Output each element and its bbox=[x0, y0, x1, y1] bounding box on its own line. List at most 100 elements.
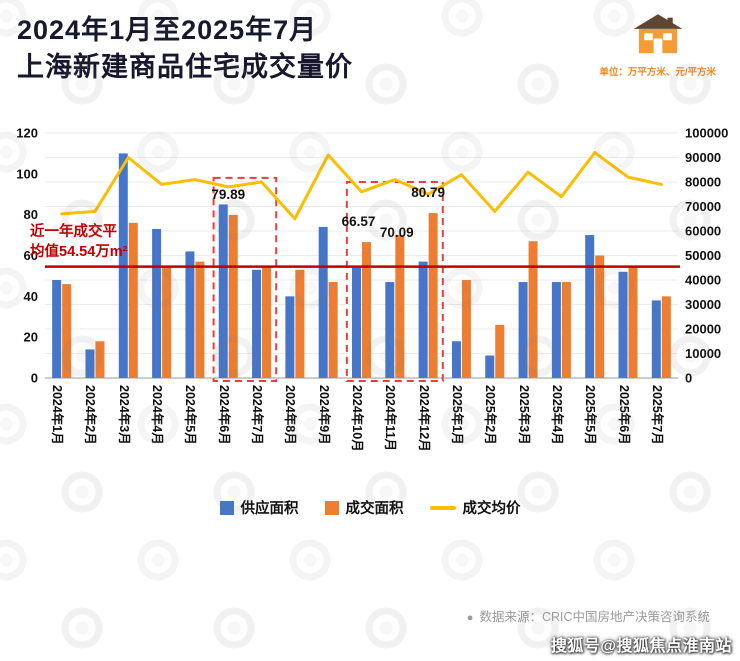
bar-supply bbox=[651, 300, 661, 378]
page-title: 2024年1月至2025年7月 上海新建商品住宅成交量价 bbox=[17, 12, 353, 86]
highlight-box bbox=[345, 181, 444, 382]
data-label: 80.79 bbox=[411, 185, 445, 200]
price-line bbox=[60, 151, 663, 221]
bar-transaction bbox=[395, 234, 405, 378]
right-axis-tick: 80000 bbox=[685, 175, 721, 190]
bar-supply bbox=[252, 269, 262, 378]
left-axis-tick: 100 bbox=[16, 166, 38, 181]
x-axis-label: 2024年6月 bbox=[216, 385, 231, 445]
bar-supply bbox=[551, 282, 561, 378]
sohu-watermark: 搜狐号@搜狐焦点淮南站 bbox=[550, 638, 732, 655]
avg-annotation-line-1: 近一年成交平 bbox=[30, 224, 117, 240]
bar-transaction bbox=[328, 282, 338, 378]
bar-supply bbox=[618, 271, 628, 378]
source-text: 数据来源：CRIC中国房地产决策咨询系统 bbox=[479, 610, 710, 624]
legend-line-marker-icon bbox=[429, 505, 456, 510]
right-axis-tick: 50000 bbox=[685, 248, 721, 263]
x-axis-label: 2025年5月 bbox=[583, 385, 598, 445]
x-axis-label: 2024年4月 bbox=[150, 385, 165, 445]
right-axis-tick: 20000 bbox=[685, 322, 721, 337]
legend-item-area: 成交面积 bbox=[324, 497, 404, 518]
avg-annotation: 近一年成交平 均值54.54万m² bbox=[30, 222, 128, 262]
legend-label: 供应面积 bbox=[240, 501, 299, 517]
bar-transaction bbox=[428, 213, 438, 378]
x-axis-label: 2025年3月 bbox=[516, 385, 531, 445]
avg-annotation-line-2: 均值54.54万m² bbox=[30, 244, 128, 260]
bar-transaction bbox=[228, 214, 238, 378]
unit-note: 单位：万平方米、元/平方米 bbox=[599, 67, 716, 78]
legend-square-marker-icon bbox=[219, 500, 234, 515]
left-axis-tick: 80 bbox=[24, 207, 38, 222]
right-axis-tick: 40000 bbox=[685, 273, 721, 288]
bar-transaction bbox=[362, 242, 371, 378]
bar-supply bbox=[352, 267, 361, 378]
left-axis-tick: 120 bbox=[16, 126, 38, 141]
bar-supply bbox=[585, 235, 595, 378]
bar-supply bbox=[52, 280, 62, 378]
right-axis-tick: 30000 bbox=[685, 297, 721, 312]
x-axis-label: 2024年8月 bbox=[283, 385, 298, 445]
data-source: ● 数据来源：CRIC中国房地产决策咨询系统 bbox=[467, 606, 710, 625]
bar-supply bbox=[518, 282, 528, 378]
house-logo-icon bbox=[633, 14, 682, 54]
right-axis-tick: 90000 bbox=[685, 150, 721, 165]
bar-supply bbox=[152, 228, 162, 378]
title-line-1: 2024年1月至2025年7月 bbox=[17, 15, 318, 45]
legend-label: 成交均价 bbox=[462, 501, 521, 517]
bar-transaction bbox=[195, 261, 205, 378]
x-axis-label: 2025年1月 bbox=[449, 385, 464, 445]
x-axis-label: 2024年3月 bbox=[116, 385, 131, 445]
right-axis-tick: 100000 bbox=[685, 126, 728, 141]
legend-item-price: 成交均价 bbox=[429, 497, 521, 518]
legend-square-marker-icon bbox=[324, 500, 339, 515]
bar-transaction bbox=[128, 222, 138, 378]
bar-transaction bbox=[162, 265, 172, 378]
bar-supply bbox=[451, 341, 461, 378]
x-axis-label: 2025年6月 bbox=[616, 385, 631, 445]
bar-transaction bbox=[528, 241, 538, 378]
x-axis-label: 2024年9月 bbox=[316, 385, 331, 445]
x-axis-label: 2024年11月 bbox=[383, 385, 398, 452]
x-axis-label: 2025年2月 bbox=[483, 385, 498, 445]
legend-item-area: 供应面积 bbox=[219, 497, 299, 518]
x-axis-label: 2024年5月 bbox=[183, 385, 198, 445]
bar-supply bbox=[85, 349, 95, 378]
bar-transaction bbox=[628, 265, 638, 378]
left-axis-tick: 20 bbox=[24, 330, 38, 345]
bar-transaction bbox=[595, 255, 605, 378]
right-axis-tick: 60000 bbox=[685, 224, 721, 239]
x-axis-label: 2024年12月 bbox=[416, 385, 431, 452]
left-axis-tick: 40 bbox=[24, 289, 38, 304]
left-axis-tick: 0 bbox=[31, 371, 38, 386]
x-axis-label: 2024年10月 bbox=[350, 385, 364, 452]
x-axis-label: 2025年4月 bbox=[549, 385, 564, 445]
legend-label: 成交面积 bbox=[345, 501, 404, 517]
bar-supply bbox=[218, 204, 228, 378]
right-axis-tick: 0 bbox=[685, 371, 692, 386]
bar-supply bbox=[385, 282, 395, 378]
bar-transaction bbox=[95, 341, 105, 378]
data-label: 79.89 bbox=[211, 187, 245, 202]
data-label: 70.09 bbox=[380, 225, 414, 240]
bar-supply bbox=[185, 251, 195, 378]
x-axis-label: 2024年7月 bbox=[250, 385, 265, 445]
bar-supply bbox=[318, 226, 328, 378]
bar-transaction bbox=[262, 267, 272, 378]
bar-supply bbox=[485, 355, 495, 378]
right-axis-tick: 10000 bbox=[685, 346, 721, 361]
x-axis-label: 2024年1月 bbox=[50, 385, 65, 445]
bar-transaction bbox=[561, 282, 571, 378]
bar-transaction bbox=[295, 269, 305, 378]
right-axis-tick: 70000 bbox=[685, 199, 721, 214]
bar-transaction bbox=[661, 296, 671, 378]
data-label: 66.57 bbox=[342, 214, 376, 229]
bar-supply bbox=[418, 261, 428, 378]
x-axis-label: 2025年7月 bbox=[649, 385, 664, 445]
left-axis-tick: 60 bbox=[24, 248, 38, 263]
bar-transaction bbox=[62, 284, 72, 378]
brand: 单位：万平方米、元/平方米 bbox=[599, 13, 716, 78]
bar-transaction bbox=[461, 280, 471, 378]
